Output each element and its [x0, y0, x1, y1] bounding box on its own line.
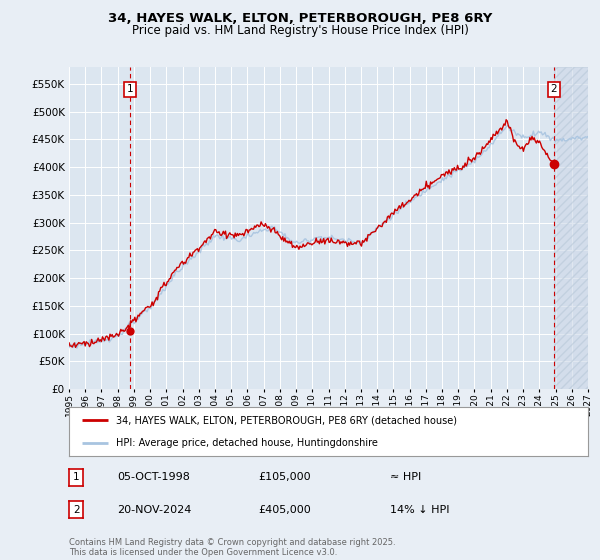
Text: 34, HAYES WALK, ELTON, PETERBOROUGH, PE8 6RY: 34, HAYES WALK, ELTON, PETERBOROUGH, PE8…: [108, 12, 492, 25]
Text: 2: 2: [550, 85, 557, 95]
Text: 2: 2: [73, 505, 80, 515]
Text: £405,000: £405,000: [258, 505, 311, 515]
Text: 1: 1: [127, 85, 133, 95]
Bar: [554, 67, 588, 389]
Text: 05-OCT-1998: 05-OCT-1998: [117, 472, 190, 482]
Text: Price paid vs. HM Land Registry's House Price Index (HPI): Price paid vs. HM Land Registry's House …: [131, 24, 469, 37]
Text: 14% ↓ HPI: 14% ↓ HPI: [390, 505, 449, 515]
Text: ≈ HPI: ≈ HPI: [390, 472, 421, 482]
Text: 34, HAYES WALK, ELTON, PETERBOROUGH, PE8 6RY (detached house): 34, HAYES WALK, ELTON, PETERBOROUGH, PE8…: [116, 416, 457, 426]
Text: 1: 1: [73, 472, 80, 482]
Text: £105,000: £105,000: [258, 472, 311, 482]
Text: HPI: Average price, detached house, Huntingdonshire: HPI: Average price, detached house, Hunt…: [116, 438, 377, 448]
Text: 20-NOV-2024: 20-NOV-2024: [117, 505, 191, 515]
Text: Contains HM Land Registry data © Crown copyright and database right 2025.
This d: Contains HM Land Registry data © Crown c…: [69, 538, 395, 557]
